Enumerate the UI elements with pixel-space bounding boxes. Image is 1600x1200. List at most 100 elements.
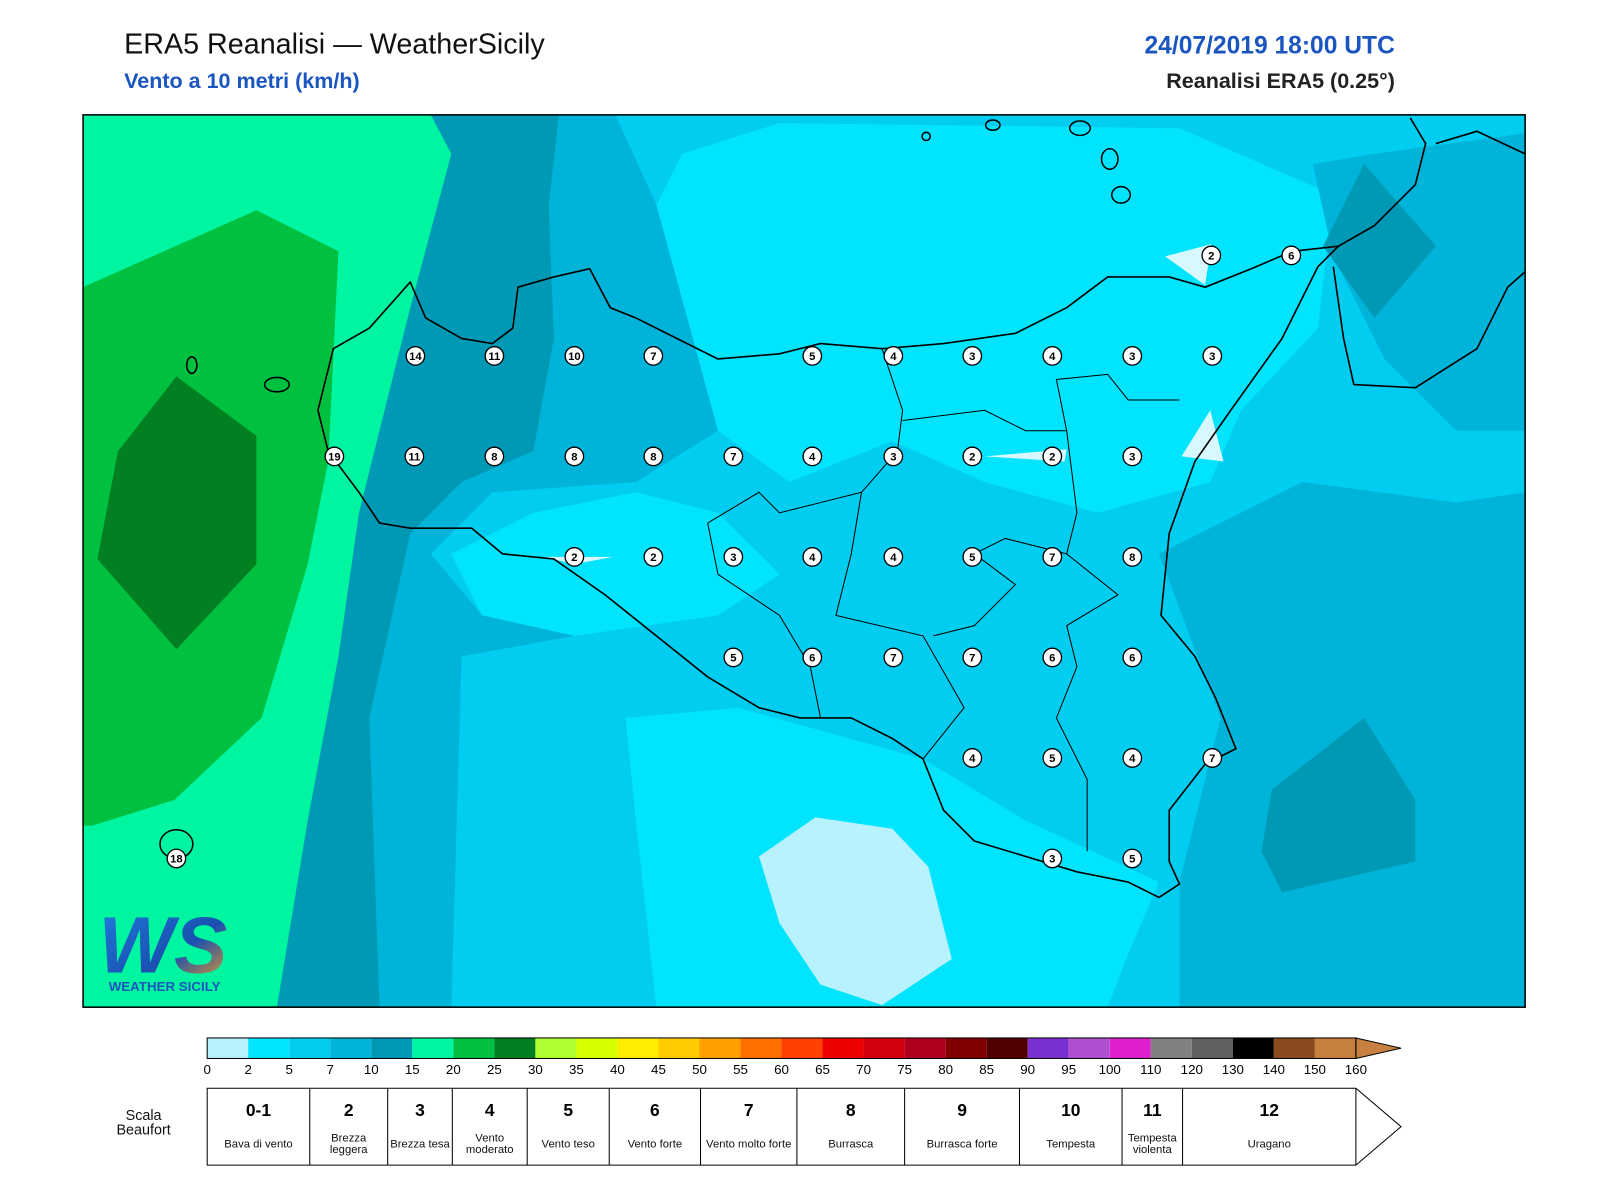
coastline — [317, 117, 1526, 899]
beaufort-name: Uragano — [1247, 1137, 1291, 1151]
station-marker — [643, 446, 664, 467]
station-value: 5 — [1129, 854, 1135, 866]
station-value: 19 — [328, 452, 341, 464]
datetime: 24/07/2019 18:00 UTC — [1144, 32, 1395, 59]
beaufort-frame — [206, 1087, 1402, 1166]
station-value: 3 — [1209, 351, 1215, 363]
beaufort-force: 3 — [415, 1100, 425, 1120]
zone — [1323, 164, 1436, 318]
zone — [758, 817, 952, 1006]
logo-name: WEATHER SICILY — [109, 979, 221, 994]
colorbar-swatch — [1027, 1037, 1069, 1059]
colorbar-swatch — [412, 1037, 454, 1059]
beaufort-name-box: Vento molto forte — [706, 1138, 791, 1149]
logo-mark: WS — [98, 900, 227, 989]
wind-arrow — [1165, 244, 1212, 286]
station-marker — [1042, 547, 1063, 567]
beaufort-name-box: Vento moderato — [465, 1132, 514, 1156]
station-value: 2 — [1049, 452, 1055, 464]
colorbar-swatch — [699, 1037, 741, 1059]
subtitle: Vento a 10 metri (km/h) — [124, 69, 360, 93]
colorbar-swatch — [1191, 1037, 1233, 1059]
station-value: 8 — [491, 452, 497, 464]
station-marker — [643, 547, 664, 567]
station-marker — [883, 446, 904, 467]
station-value: 10 — [568, 351, 581, 363]
colorbar-tick-label: 90 — [1020, 1062, 1035, 1077]
station-value: 3 — [730, 552, 736, 564]
beaufort-force: 10 — [1061, 1100, 1080, 1120]
beaufort-name: Tempesta — [1046, 1137, 1096, 1151]
station-value: 4 — [969, 753, 976, 765]
station-value: 4 — [809, 552, 816, 564]
station-marker — [883, 345, 904, 366]
colorbar-tick-label: 95 — [1061, 1062, 1076, 1077]
beaufort-name-box: Uragano — [1247, 1137, 1291, 1151]
station-marker — [1042, 647, 1063, 668]
station-value: 7 — [730, 452, 736, 464]
zone — [451, 492, 780, 636]
colorbar-tick-label: 20 — [446, 1062, 461, 1077]
colorbar-swatch — [1273, 1037, 1315, 1059]
colorbar-tick-label: 65 — [815, 1062, 830, 1077]
colorbar-tick-label: 160 — [1345, 1062, 1367, 1077]
beaufort-name: Brezza tesa — [390, 1137, 450, 1151]
station-value: 3 — [969, 351, 975, 363]
colorbar-tick-label: 30 — [528, 1062, 543, 1077]
map-frame — [82, 114, 1526, 1008]
colorbar-swatch — [986, 1037, 1028, 1059]
colorbar-tick-label: 5 — [286, 1062, 293, 1077]
station-value: 5 — [1049, 753, 1055, 765]
station-value: 3 — [1129, 351, 1135, 363]
beaufort-force: 7 — [744, 1100, 754, 1120]
beaufort-name: Burrasca forte — [926, 1137, 998, 1151]
station-marker — [1281, 245, 1302, 266]
beaufort-scale: Scala Beaufort 0-1 Bava di vento 2 Brezza le… — [116, 1087, 1402, 1166]
station-marker — [324, 446, 345, 467]
station-value: 11 — [408, 452, 420, 464]
colorbar-tick-label: 0 — [203, 1062, 210, 1077]
station-marker — [1122, 848, 1143, 869]
station-marker — [1122, 647, 1143, 668]
station-marker — [166, 848, 187, 869]
colorbar-swatch — [1109, 1037, 1151, 1059]
station-value: 3 — [890, 452, 896, 464]
colorbar-tick-label: 75 — [897, 1062, 912, 1077]
beaufort-name: Burrasca — [828, 1137, 874, 1151]
station-value: 4 — [890, 351, 897, 363]
beaufort-force: 5 — [563, 1100, 573, 1120]
station-value: 4 — [1049, 351, 1056, 363]
colorbar-tick-label: 60 — [774, 1062, 789, 1077]
colorbar-swatch — [1314, 1037, 1356, 1059]
zone — [97, 376, 257, 650]
station-marker — [484, 446, 505, 467]
station-value: 5 — [969, 552, 975, 564]
station-value: 7 — [890, 653, 896, 665]
colorbar-swatch — [904, 1037, 946, 1059]
wind-field — [83, 114, 1526, 1008]
station-value: 8 — [650, 452, 656, 464]
island — [263, 376, 290, 393]
station-value: 4 — [809, 452, 816, 464]
colorbar-tick-label: 120 — [1181, 1062, 1203, 1077]
beaufort-name: Vento moderato — [465, 1132, 514, 1156]
beaufort-name-box: Brezza tesa — [390, 1137, 450, 1151]
station-marker — [802, 345, 823, 366]
station-value: 6 — [1129, 653, 1135, 665]
station-marker — [1122, 748, 1143, 768]
station-marker — [802, 647, 823, 668]
beaufort-name: Bava di vento — [224, 1137, 293, 1151]
colorbar-tick-label: 140 — [1263, 1062, 1285, 1077]
island — [921, 131, 932, 142]
title: ERA5 Reanalisi — WeatherSicily — [124, 28, 545, 60]
colorbar-swatch — [576, 1037, 618, 1059]
colorbar-tick-label: 85 — [979, 1062, 994, 1077]
colorbar-tick-label: 40 — [610, 1062, 625, 1077]
station-value: 5 — [809, 351, 815, 363]
station-marker — [1202, 345, 1223, 366]
beaufort-force: 2 — [344, 1100, 354, 1120]
zone — [266, 114, 559, 1008]
station-value: 14 — [409, 351, 422, 363]
beaufort-force: 8 — [846, 1100, 856, 1120]
province-borders — [707, 348, 1180, 852]
